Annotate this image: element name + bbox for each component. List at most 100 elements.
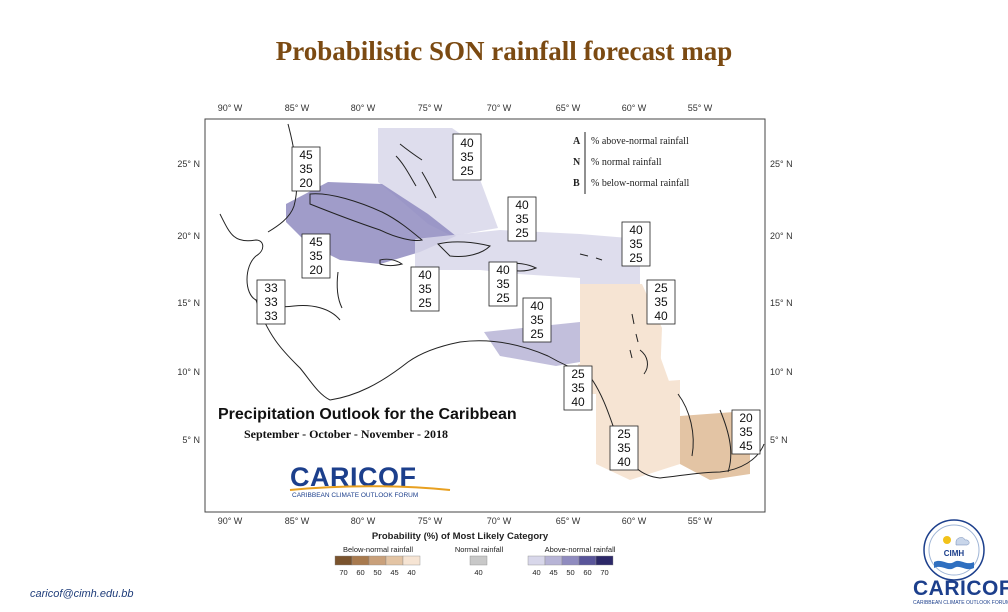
lon-label-top-80w: 80° W [351, 103, 376, 113]
scale-tick-label: 40 [474, 568, 482, 577]
prob-value: 33 [264, 295, 278, 309]
cimh-logo-text: CIMH [944, 549, 965, 558]
prob-value: 35 [654, 295, 668, 309]
lat-label-right-15n: 15° N [770, 298, 793, 308]
prob-box-turks-caicos: 40 35 25 [507, 196, 537, 242]
lon-label-bottom-85w: 85° W [285, 516, 310, 526]
prob-value: 45 [299, 148, 313, 162]
prob-value: 35 [496, 277, 510, 291]
scale-group-above-label: Above-normal rainfall [545, 545, 616, 554]
scale-swatch [402, 555, 421, 566]
coastlines [219, 123, 765, 479]
lon-label-top-85w: 85° W [285, 103, 310, 113]
prob-box-guyana: 25 35 40 [609, 425, 639, 471]
scale-group-normal-label: Normal rainfall [455, 545, 504, 554]
key-letter-n: N [573, 157, 581, 168]
category-key: A % above-normal rainfall N % normal rai… [573, 132, 690, 194]
scale-tick-label: 60 [356, 568, 364, 577]
scale-tick-label: 40 [532, 568, 540, 577]
lon-label-bottom-75w: 75° W [418, 516, 443, 526]
prob-value: 33 [264, 281, 278, 295]
scale-swatch [385, 555, 404, 566]
lon-label-bottom-55w: 55° W [688, 516, 713, 526]
lat-label-right-5n: 5° N [770, 435, 788, 445]
scale-tick-label: 50 [373, 568, 381, 577]
prob-value: 25 [617, 427, 631, 441]
caricof-small-name: CARICOF [913, 577, 1008, 600]
contact-email[interactable]: caricof@cimh.edu.bb [30, 588, 134, 600]
scale-swatch [578, 555, 597, 566]
prob-box-jamaica: 40 35 25 [410, 266, 440, 312]
prob-value: 25 [418, 296, 432, 310]
scale-swatch [368, 555, 387, 566]
key-text-a: % above-normal rainfall [591, 136, 689, 147]
outlook-title: Precipitation Outlook for the Caribbean [218, 406, 517, 423]
prob-value: 40 [617, 455, 631, 469]
prob-value: 35 [515, 212, 529, 226]
caricof-brand: CARICOF CARIBBEAN CLIMATE OUTLOOK FORUM [289, 462, 451, 499]
prob-value: 40 [460, 136, 474, 150]
key-text-b: % below-normal rainfall [591, 178, 690, 189]
prob-value: 25 [530, 327, 544, 341]
scale-tick-label: 60 [583, 568, 591, 577]
prob-box-bahamas: 40 35 25 [452, 133, 482, 181]
prob-value: 40 [571, 395, 585, 409]
lon-label-bottom-90w: 90° W [218, 516, 243, 526]
lon-label-top-70w: 70° W [487, 103, 512, 113]
prob-value: 35 [309, 249, 323, 263]
scale-swatch [561, 555, 580, 566]
scale-tick-label: 70 [339, 568, 347, 577]
scale-swatch [334, 555, 353, 566]
prob-value: 33 [264, 309, 278, 323]
lon-label-top-75w: 75° W [418, 103, 443, 113]
lon-label-bottom-70w: 70° W [487, 516, 512, 526]
prob-box-hispaniola: 40 35 25 [488, 261, 518, 307]
lat-label-left-10n: 10° N [177, 367, 200, 377]
scale-swatch [527, 555, 546, 566]
wave-icon [934, 560, 974, 570]
scale-swatch [469, 555, 488, 566]
prob-value: 20 [309, 263, 323, 277]
key-letter-a: A [573, 136, 581, 147]
lon-label-top-90w: 90° W [218, 103, 243, 113]
prob-value: 40 [654, 309, 668, 323]
prob-value: 35 [299, 162, 313, 176]
prob-box-windward-islands: 25 35 40 [646, 279, 676, 325]
lon-label-top-55w: 55° W [688, 103, 713, 113]
scale-tick-label: 45 [549, 568, 557, 577]
prob-value: 35 [460, 150, 474, 164]
region-windward-shade [580, 284, 662, 379]
lon-label-bottom-60w: 60° W [622, 516, 647, 526]
prob-box-leeward-islands: 40 35 25 [621, 221, 651, 267]
prob-value: 35 [571, 381, 585, 395]
scale-swatch [544, 555, 563, 566]
prob-value: 25 [629, 251, 643, 265]
lat-label-left-25n: 25° N [177, 159, 200, 169]
prob-value: 25 [654, 281, 668, 295]
prob-value: 40 [496, 263, 510, 277]
caricof-small-logo: CARICOF CARIBBEAN CLIMATE OUTLOOK FORUM [913, 577, 1008, 607]
key-letter-b: B [573, 178, 580, 189]
outlook-period: September - October - November - 2018 [244, 427, 448, 441]
prob-value: 25 [515, 226, 529, 240]
scale-tick-label: 50 [566, 568, 574, 577]
key-text-n: % normal rainfall [591, 157, 662, 168]
caricof-brand-subtitle: CARIBBEAN CLIMATE OUTLOOK FORUM [292, 492, 418, 499]
lat-label-left-5n: 5° N [182, 435, 200, 445]
lat-label-right-20n: 20° N [770, 231, 793, 241]
prob-value: 40 [418, 268, 432, 282]
prob-value: 20 [739, 411, 753, 425]
prob-value: 25 [496, 291, 510, 305]
prob-value: 20 [299, 176, 313, 190]
lat-label-left-20n: 20° N [177, 231, 200, 241]
prob-box-trinidad: 25 35 40 [563, 365, 593, 411]
sun-icon [943, 536, 951, 544]
prob-value: 40 [530, 299, 544, 313]
prob-box-suriname-french-guiana: 20 35 45 [731, 409, 761, 455]
prob-value: 25 [571, 367, 585, 381]
prob-value: 35 [530, 313, 544, 327]
region-abc-shade [484, 322, 580, 366]
prob-box-abc-islands: 40 35 25 [522, 297, 552, 343]
prob-box-belize: 33 33 33 [256, 279, 286, 325]
lon-label-bottom-65w: 65° W [556, 516, 581, 526]
